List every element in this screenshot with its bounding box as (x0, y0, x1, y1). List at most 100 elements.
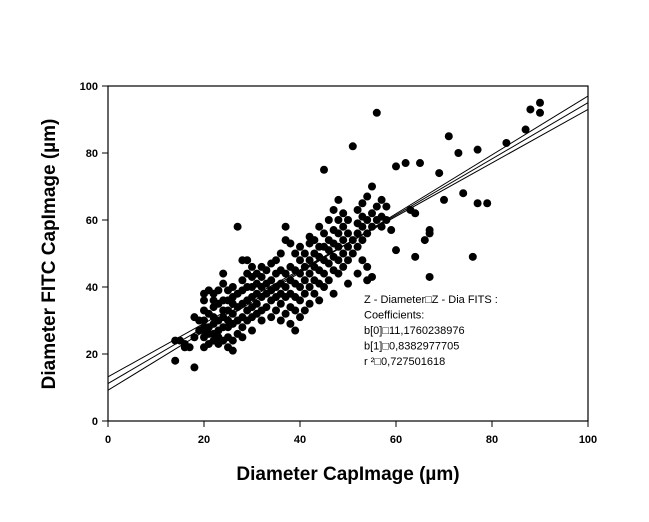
y-axis-title: Diameter FITC CapImage (µm) (39, 119, 60, 390)
data-point (526, 105, 535, 114)
data-point (344, 256, 352, 265)
data-point (392, 246, 400, 255)
data-point (228, 336, 237, 345)
data-point (324, 216, 333, 224)
data-point (358, 236, 367, 245)
data-point (219, 269, 228, 278)
data-point (296, 283, 304, 291)
data-point (305, 299, 314, 308)
data-point (536, 108, 544, 117)
data-point (329, 289, 338, 298)
data-point (272, 256, 280, 265)
data-point (300, 276, 309, 285)
data-point (334, 269, 343, 278)
annotation-line: Z - Diameter□Z - Dia FITS : (364, 294, 498, 306)
data-point (291, 306, 300, 315)
data-point (368, 182, 376, 191)
data-point (291, 249, 300, 258)
data-point (536, 98, 544, 107)
data-point (411, 252, 420, 261)
tick-labels: 0 20 40 60 80 100 0 20 40 60 80 100 (80, 81, 598, 446)
data-point (286, 319, 295, 328)
data-point (190, 313, 199, 322)
data-point (248, 262, 256, 271)
annotation-line: r ²□0,727501618 (364, 356, 445, 368)
data-point (363, 192, 372, 201)
data-point (444, 132, 453, 141)
data-point (425, 272, 434, 281)
data-point (228, 283, 237, 291)
data-point (310, 236, 319, 245)
regression-annotation: Z - Diameter□Z - Dia FITS : Coefficients:… (364, 294, 498, 368)
data-point (272, 306, 280, 315)
data-point (296, 296, 304, 305)
data-point (315, 222, 324, 231)
y-tick-label: 40 (86, 282, 98, 294)
data-point (315, 296, 324, 305)
data-point (267, 313, 276, 322)
data-point (416, 159, 424, 168)
data-point (358, 222, 367, 231)
data-point (310, 289, 319, 298)
data-point (334, 195, 343, 204)
data-point (281, 269, 290, 278)
data-point (228, 346, 237, 355)
data-point (276, 299, 285, 308)
data-point (368, 209, 376, 218)
data-point (252, 299, 261, 308)
y-tick-label: 20 (86, 349, 98, 361)
data-point (392, 162, 400, 171)
data-point (320, 165, 328, 174)
data-point (334, 242, 343, 251)
data-point (324, 276, 333, 285)
data-point (190, 363, 199, 372)
data-point (296, 242, 304, 251)
x-tick-label: 60 (390, 434, 402, 446)
data-point (344, 229, 352, 238)
regression-lines (108, 95, 588, 391)
data-point (200, 296, 208, 305)
data-point (238, 276, 247, 285)
data-point (305, 269, 314, 278)
data-point (329, 205, 338, 214)
data-point (387, 226, 396, 235)
x-tick-label: 0 (105, 434, 111, 446)
data-point (435, 169, 444, 178)
data-point (291, 326, 300, 335)
data-point (353, 242, 362, 251)
confidence-line (108, 108, 588, 378)
plot-area (107, 85, 589, 422)
data-point (368, 272, 376, 281)
data-point (267, 276, 276, 285)
annotation-line: Coefficients: (364, 310, 424, 322)
data-point (473, 199, 482, 208)
data-point (454, 149, 463, 157)
data-point (320, 229, 328, 238)
data-point (281, 309, 290, 318)
data-point (401, 159, 410, 168)
data-point (468, 252, 477, 261)
data-point (262, 303, 271, 312)
data-point (219, 279, 228, 288)
x-tick-label: 20 (198, 434, 210, 446)
data-point (339, 249, 348, 258)
data-point (459, 189, 468, 198)
data-point (171, 356, 180, 365)
data-point (300, 306, 309, 315)
data-point (286, 239, 295, 248)
data-point (334, 216, 343, 224)
data-point (276, 249, 285, 258)
data-point (185, 343, 194, 352)
data-point (300, 289, 309, 298)
data-point (334, 256, 343, 265)
data-point (344, 242, 352, 251)
data-point (411, 209, 420, 218)
data-point (233, 222, 242, 231)
data-point (320, 283, 328, 291)
data-point (257, 316, 266, 325)
data-point (214, 286, 223, 295)
data-point (262, 266, 271, 275)
data-point (344, 279, 352, 288)
data-point (339, 209, 348, 218)
